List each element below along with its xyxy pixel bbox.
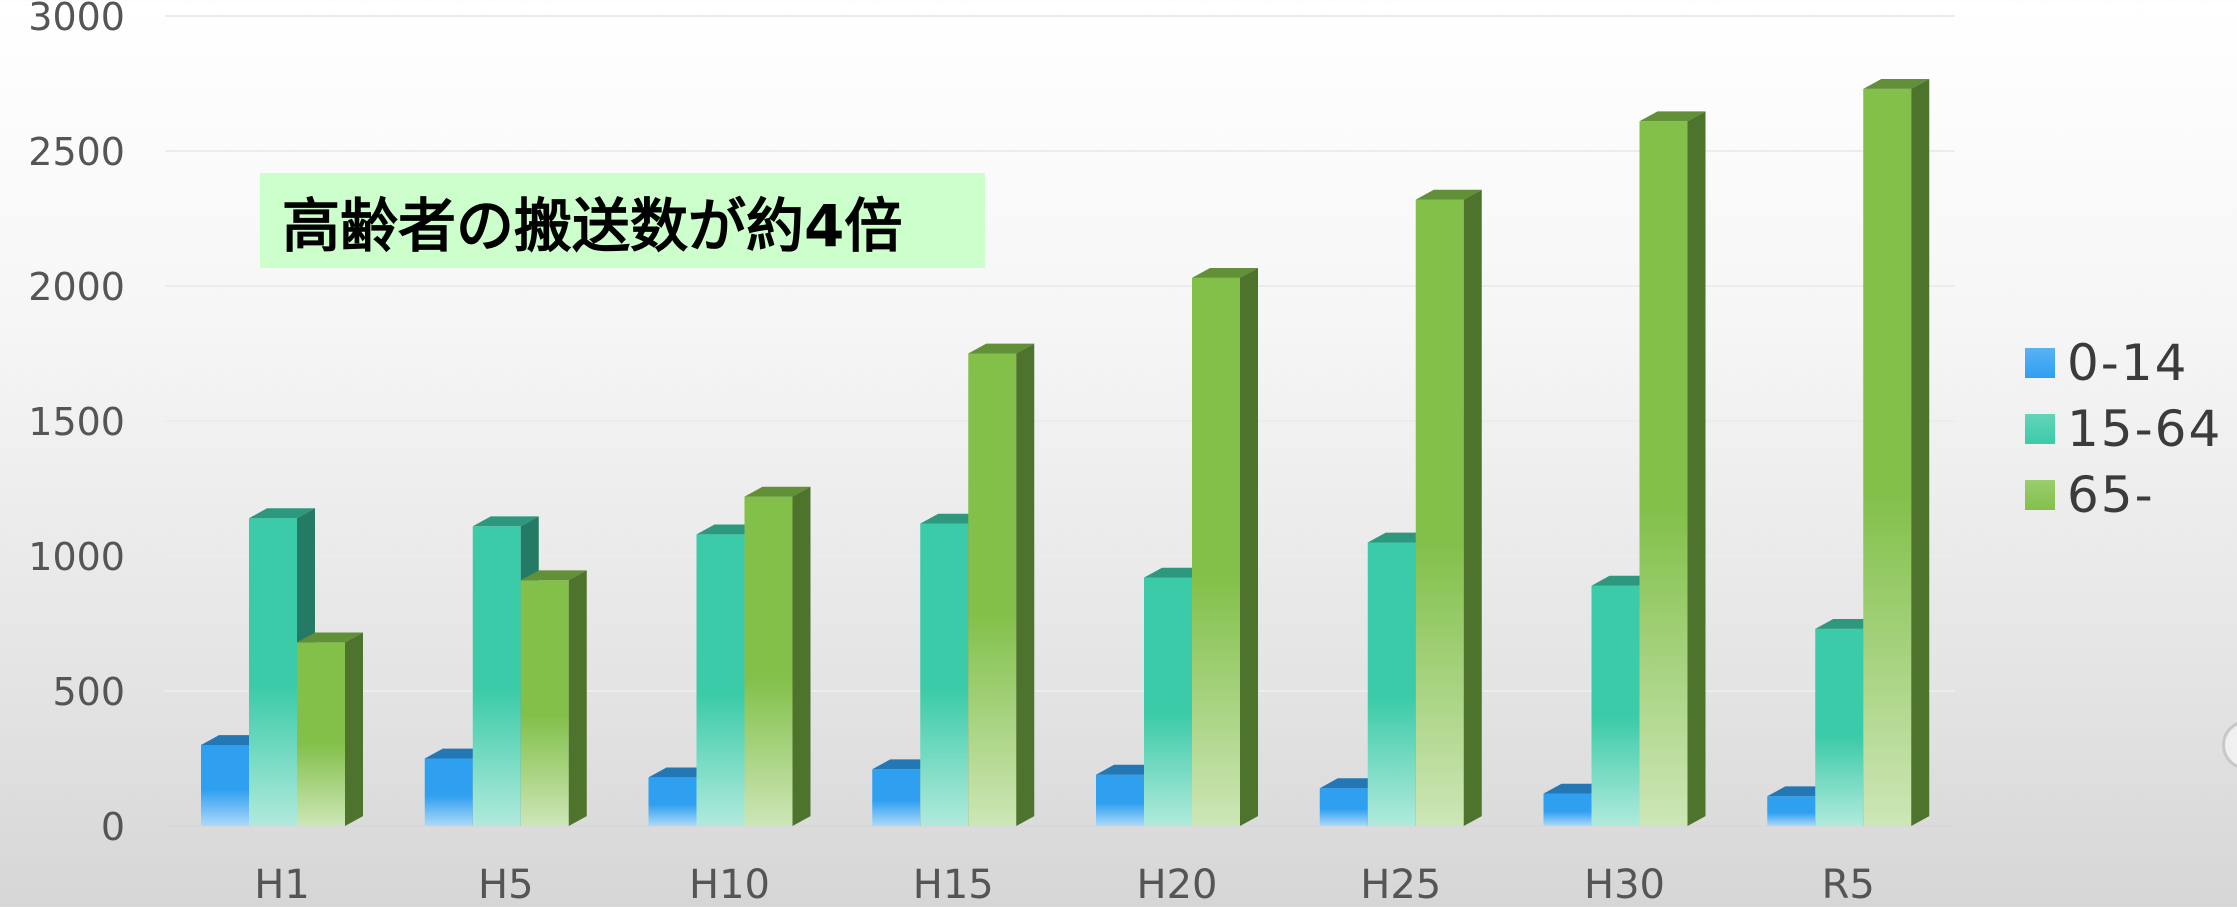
bar-65--H20 — [1192, 268, 1258, 826]
x-tick-label: H30 — [1584, 862, 1665, 907]
x-tick-label: H15 — [913, 862, 994, 907]
y-tick-label: 500 — [52, 670, 125, 714]
x-tick-label: R5 — [1822, 862, 1875, 907]
legend-item-0-14: 0-14 — [2025, 330, 2222, 396]
y-axis: 0 500 1000 1500 2000 2500 3000 — [28, 0, 125, 849]
bar-65--H30 — [1639, 111, 1706, 827]
bar-65--H15 — [968, 343, 1035, 826]
x-tick-label: H1 — [254, 862, 310, 907]
x-tick-label: H10 — [689, 862, 770, 907]
y-tick-label: 0 — [101, 805, 125, 849]
legend: 0-14 15-64 65- — [2025, 330, 2222, 528]
legend-item-65: 65- — [2025, 462, 2222, 528]
bar-65--R5 — [1863, 79, 1930, 826]
bar-65--H5 — [520, 570, 587, 826]
y-tick-label: 2000 — [28, 265, 125, 309]
x-tick-label: H5 — [478, 862, 534, 907]
x-tick-label: H20 — [1137, 862, 1218, 907]
legend-label: 0-14 — [2067, 334, 2189, 392]
annotation-box: 高齢者の搬送数が約4倍 — [260, 173, 985, 268]
y-tick-label: 3000 — [28, 0, 125, 39]
y-tick-label: 1000 — [28, 535, 125, 579]
bar-65--H25 — [1415, 189, 1482, 827]
x-tick-label: H25 — [1360, 862, 1441, 907]
legend-swatch — [2025, 414, 2055, 444]
x-axis: H1 H5 H10 H15 H20 H25 H30 R5 — [254, 862, 1875, 907]
y-tick-label: 2500 — [28, 130, 125, 174]
annotation-text: 高齢者の搬送数が約4倍 — [282, 191, 903, 260]
gridlines — [165, 15, 1955, 827]
legend-item-15-64: 15-64 — [2025, 396, 2222, 462]
legend-label: 65- — [2067, 466, 2155, 524]
bars — [201, 79, 1930, 827]
legend-swatch — [2025, 480, 2055, 510]
y-tick-label: 1500 — [28, 400, 125, 444]
legend-swatch — [2025, 348, 2055, 378]
bar-15-64-H15 — [920, 513, 987, 826]
bar-65--H10 — [744, 486, 811, 826]
legend-label: 15-64 — [2067, 400, 2223, 458]
bar-65--H1 — [297, 632, 363, 826]
